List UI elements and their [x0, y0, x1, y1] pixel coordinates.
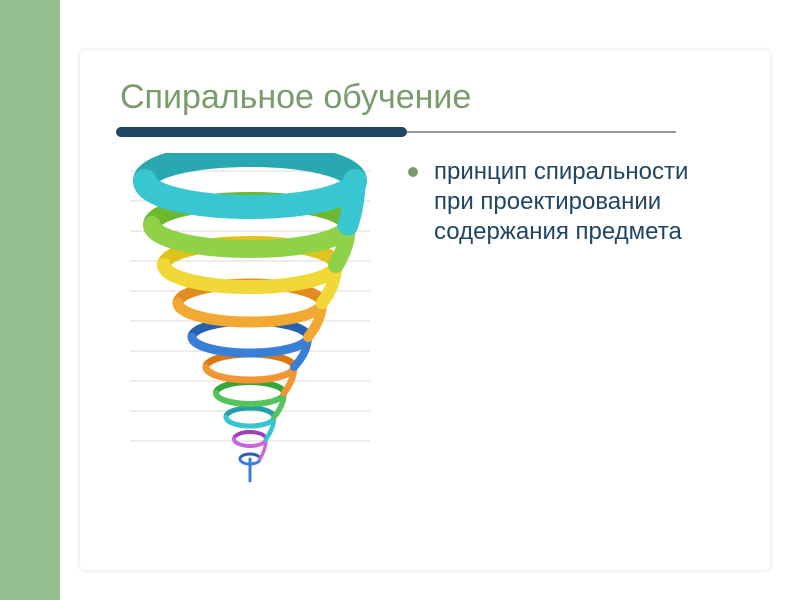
spiral-illustration	[120, 153, 380, 493]
underline-bar	[116, 127, 407, 137]
bullet-item: принцип спиральности при проектировании …	[408, 157, 730, 247]
bullet-list: принцип спиральности при проектировании …	[408, 153, 730, 493]
content-row: принцип спиральности при проектировании …	[120, 153, 730, 493]
bullet-text: принцип спиральности при проектировании …	[434, 157, 730, 247]
bullet-dot-icon	[408, 167, 418, 177]
left-accent-band	[0, 0, 60, 600]
slide-card: Спиральное обучение принцип спиральности…	[80, 50, 770, 570]
slide-title: Спиральное обучение	[120, 78, 730, 117]
title-underline	[116, 127, 676, 137]
